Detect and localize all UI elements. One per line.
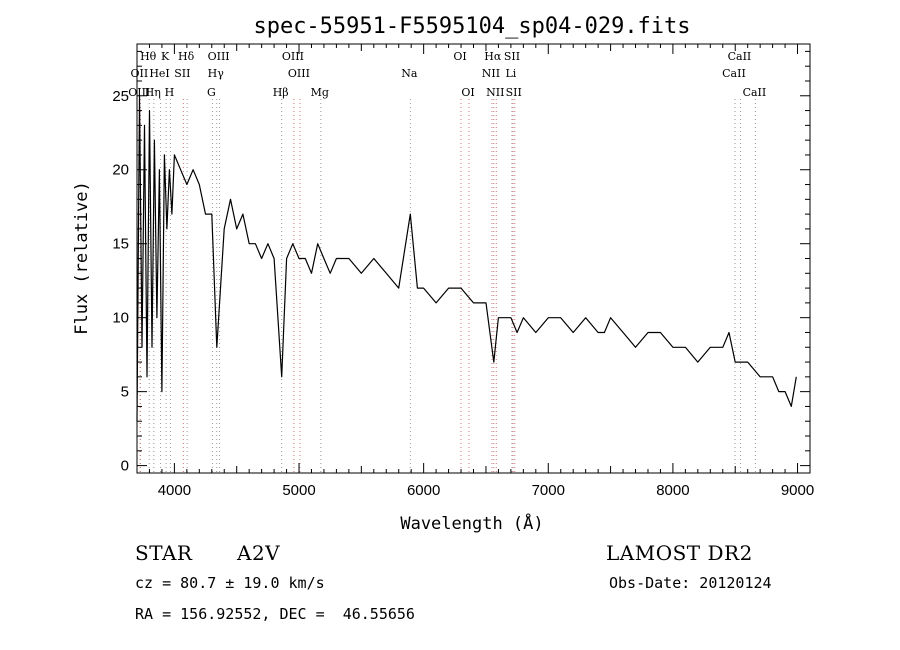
marker-label: Mg [311, 86, 329, 99]
y-tick-label: 0 [121, 458, 129, 475]
marker-label: Li [505, 67, 516, 80]
y-tick-label: 15 [112, 236, 129, 253]
marker-label: SII [504, 50, 520, 63]
spectrum-line [136, 95, 797, 422]
marker-label: Hθ [140, 50, 157, 63]
object-class: STAR [135, 541, 193, 565]
x-tick-label: 4000 [158, 482, 191, 499]
x-tick-label: 7000 [532, 482, 565, 499]
redshift-text: cz = 80.7 ± 19.0 km/s [135, 574, 325, 592]
chart-title: spec-55951-F5595104_sp04-029.fits [253, 14, 690, 39]
marker-label: OI [461, 86, 474, 99]
x-tick-label: 5000 [282, 482, 315, 499]
coordinates: RA = 156.92552, DEC = 46.55656 [135, 605, 415, 623]
spectrum-chart: spec-55951-F5595104_sp04-029.fits Hθ K Hδ O… [72, 14, 814, 534]
marker-label: Na [401, 67, 418, 80]
marker-label: Hα [484, 50, 502, 63]
marker-label: HeI [149, 67, 169, 80]
x-tick-label: 9000 [781, 482, 814, 499]
marker-label: OI [453, 50, 466, 63]
marker-label: OIII [288, 67, 310, 80]
y-tick-label: 25 [112, 88, 129, 105]
y-tick-label: 5 [121, 384, 129, 401]
marker-label: Hβ [273, 86, 289, 99]
x-tick-label: 8000 [656, 482, 689, 499]
marker-label: Hδ [178, 50, 195, 63]
marker-label: Hη [145, 86, 161, 99]
x-axis-ticks: 4000 5000 6000 7000 8000 9000 [148, 44, 814, 499]
marker-label: CaII [722, 67, 746, 80]
y-axis-ticks: 0 5 10 15 20 25 [112, 50, 810, 475]
plot-frame [136, 43, 811, 474]
marker-label: SII [506, 86, 522, 99]
marker-label: K [161, 50, 170, 63]
object-subclass: A2V [237, 541, 281, 565]
marker-label: G [207, 86, 216, 99]
y-tick-label: 20 [112, 162, 129, 179]
marker-label: Hγ [208, 67, 225, 80]
spectrum-series [136, 95, 797, 422]
survey-label: LAMOST DR2 [606, 541, 753, 565]
marker-label: OII [131, 67, 149, 80]
marker-label: H [165, 86, 175, 99]
marker-label: OIII [208, 50, 230, 63]
obs-date: Obs-Date: 20120124 [609, 574, 772, 592]
y-axis-label: Flux (relative) [72, 181, 92, 335]
marker-label: SII [174, 67, 190, 80]
marker-label: CaII [743, 86, 767, 99]
x-axis-label: Wavelength (Å) [400, 512, 543, 534]
marker-label: CaII [728, 50, 752, 63]
marker-label: NII [482, 67, 500, 80]
marker-label: NII [486, 86, 504, 99]
y-tick-label: 10 [112, 310, 129, 327]
marker-label: OIII [282, 50, 304, 63]
x-tick-label: 6000 [407, 482, 440, 499]
